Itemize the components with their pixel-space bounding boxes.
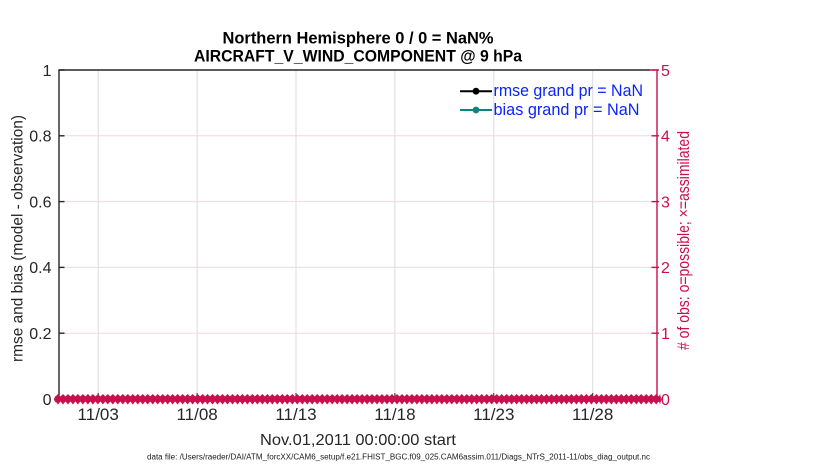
svg-text:0: 0 (43, 392, 52, 409)
svg-text:4: 4 (661, 129, 670, 146)
svg-text:0.6: 0.6 (29, 194, 51, 211)
svg-text:1: 1 (43, 63, 52, 80)
svg-text:3: 3 (661, 194, 670, 211)
svg-text:11/18: 11/18 (374, 405, 415, 424)
svg-text:# of obs: o=possible; ×=assimi: # of obs: o=possible; ×=assimilated (675, 131, 693, 350)
svg-text:0.4: 0.4 (29, 260, 51, 277)
svg-text:0: 0 (661, 392, 670, 409)
svg-text:11/28: 11/28 (572, 405, 613, 424)
svg-text:11/03: 11/03 (78, 405, 119, 424)
svg-text:5: 5 (661, 63, 670, 80)
svg-text:1: 1 (661, 326, 670, 343)
svg-text:11/08: 11/08 (176, 405, 217, 424)
svg-text:data file: /Users/raeder/DAI/A: data file: /Users/raeder/DAI/ATM_forcXX/… (147, 453, 650, 462)
svg-text:Nov.01,2011 00:00:00 start: Nov.01,2011 00:00:00 start (260, 432, 457, 449)
svg-text:0.2: 0.2 (29, 326, 51, 343)
svg-text:11/23: 11/23 (473, 405, 514, 424)
svg-text:Northern Hemisphere 0 / 0 = Na: Northern Hemisphere 0 / 0 = NaN% (223, 29, 494, 48)
svg-text:rmse and bias (model - observa: rmse and bias (model - observation) (10, 115, 27, 362)
svg-text:11/13: 11/13 (275, 405, 316, 424)
svg-text:rmse grand pr = NaN: rmse grand pr = NaN (494, 81, 644, 100)
svg-text:0.8: 0.8 (29, 129, 51, 146)
svg-text:2: 2 (661, 260, 670, 277)
svg-text:bias grand pr = NaN: bias grand pr = NaN (494, 100, 640, 119)
svg-text:AIRCRAFT_V_WIND_COMPONENT @ 9: AIRCRAFT_V_WIND_COMPONENT @ 9 hPa (194, 47, 523, 66)
